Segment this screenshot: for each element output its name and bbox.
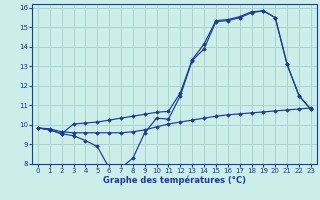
X-axis label: Graphe des températures (°C): Graphe des températures (°C) (103, 176, 246, 185)
